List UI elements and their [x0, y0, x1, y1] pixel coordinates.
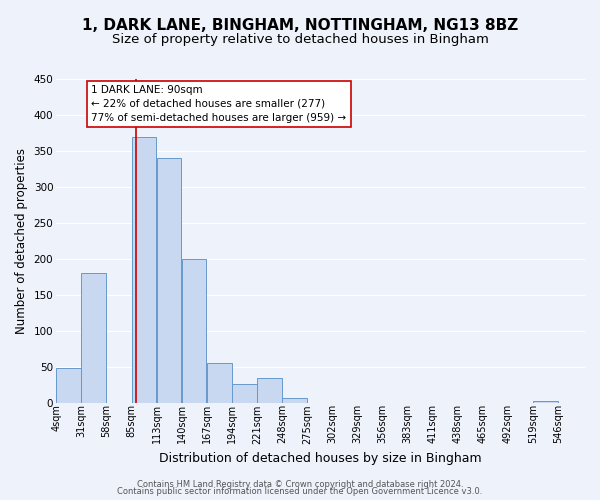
X-axis label: Distribution of detached houses by size in Bingham: Distribution of detached houses by size …	[159, 452, 482, 465]
Text: 1, DARK LANE, BINGHAM, NOTTINGHAM, NG13 8BZ: 1, DARK LANE, BINGHAM, NOTTINGHAM, NG13 …	[82, 18, 518, 32]
Bar	[56, 368, 81, 403]
Bar	[282, 398, 307, 403]
Bar	[257, 378, 282, 403]
Text: Contains HM Land Registry data © Crown copyright and database right 2024.: Contains HM Land Registry data © Crown c…	[137, 480, 463, 489]
Text: Size of property relative to detached houses in Bingham: Size of property relative to detached ho…	[112, 32, 488, 46]
Y-axis label: Number of detached properties: Number of detached properties	[15, 148, 28, 334]
Text: Contains public sector information licensed under the Open Government Licence v3: Contains public sector information licen…	[118, 488, 482, 496]
Bar	[131, 136, 156, 403]
Bar	[232, 384, 257, 403]
Bar	[533, 400, 558, 403]
Bar	[182, 259, 206, 403]
Bar	[157, 158, 181, 403]
Bar	[207, 363, 232, 403]
Bar	[82, 274, 106, 403]
Text: 1 DARK LANE: 90sqm
← 22% of detached houses are smaller (277)
77% of semi-detach: 1 DARK LANE: 90sqm ← 22% of detached hou…	[91, 85, 347, 123]
